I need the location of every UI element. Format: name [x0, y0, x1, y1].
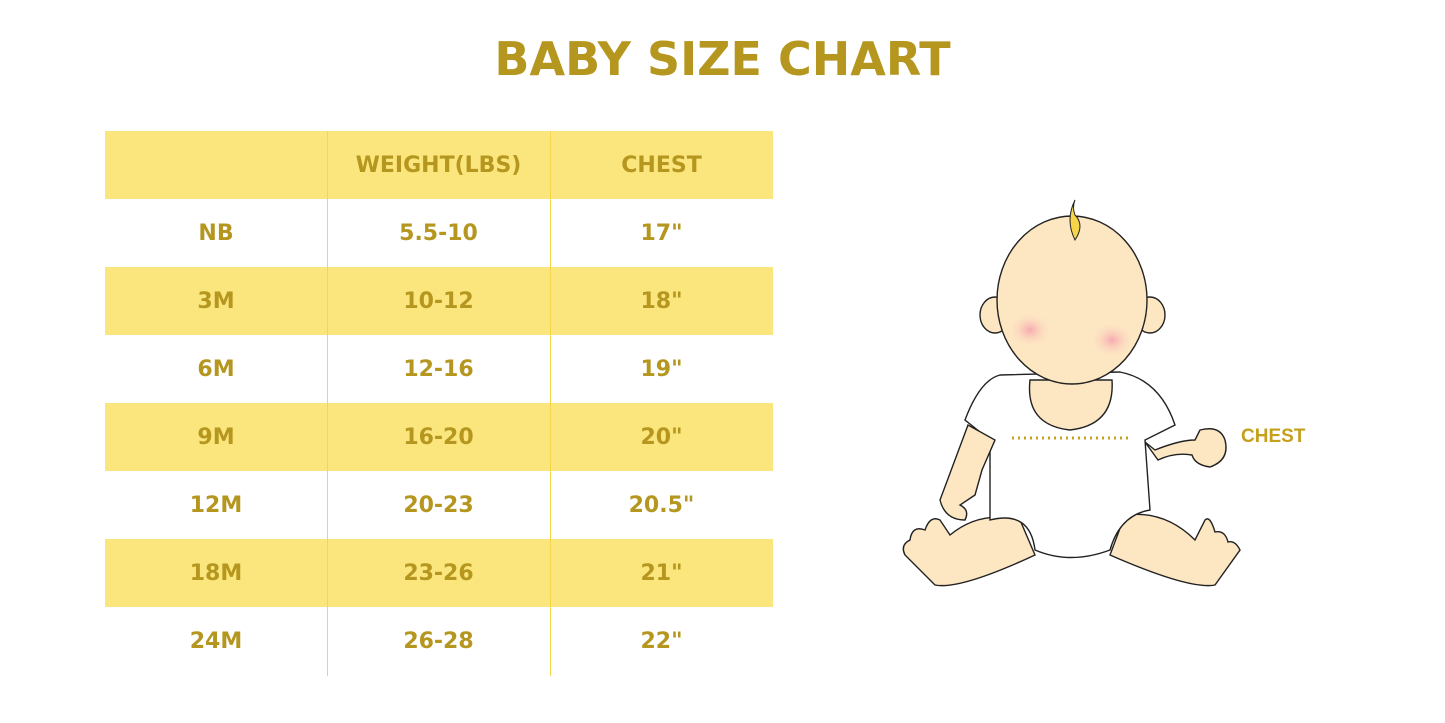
header-cell: CHEST — [621, 152, 702, 178]
chest-cell: 19" — [640, 356, 683, 382]
chest-cell: 20.5" — [628, 492, 695, 518]
weight-cell: 5.5-10 — [399, 220, 478, 246]
chest-cell: 17" — [640, 220, 683, 246]
size-cell: 18M — [189, 560, 243, 586]
size-cell: 9M — [197, 424, 235, 450]
table-row: 9M 16-20 20" — [105, 403, 773, 471]
chest-cell: 21" — [640, 560, 683, 586]
chest-cell: 18" — [640, 288, 683, 314]
column-divider — [550, 131, 551, 676]
weight-cell: 23-26 — [403, 560, 474, 586]
table-row: 6M 12-16 19" — [105, 335, 773, 403]
header-cell: WEIGHT(LBS) — [355, 152, 522, 178]
table-row: 12M 20-23 20.5" — [105, 471, 773, 539]
size-cell: NB — [198, 220, 234, 246]
size-cell: 6M — [197, 356, 235, 382]
weight-cell: 12-16 — [403, 356, 474, 382]
chest-cell: 20" — [640, 424, 683, 450]
chest-label: CHEST — [1241, 426, 1306, 447]
table-header-row: WEIGHT(LBS) CHEST — [105, 131, 773, 199]
size-cell: 24M — [189, 628, 243, 654]
weight-cell: 10-12 — [403, 288, 474, 314]
weight-cell: 26-28 — [403, 628, 474, 654]
size-table: WEIGHT(LBS) CHEST NB 5.5-10 17" 3M 10-12 18"… — [105, 131, 773, 675]
weight-cell: 20-23 — [403, 492, 474, 518]
weight-cell: 16-20 — [403, 424, 474, 450]
column-divider — [327, 131, 328, 676]
table-row: 18M 23-26 21" — [105, 539, 773, 607]
table-row: NB 5.5-10 17" — [105, 199, 773, 267]
page-title: BABY SIZE CHART — [494, 32, 951, 86]
size-cell: 12M — [189, 492, 243, 518]
table-row: 3M 10-12 18" — [105, 267, 773, 335]
size-cell: 3M — [197, 288, 235, 314]
chest-cell: 22" — [640, 628, 683, 654]
table-row: 24M 26-28 22" — [105, 607, 773, 675]
